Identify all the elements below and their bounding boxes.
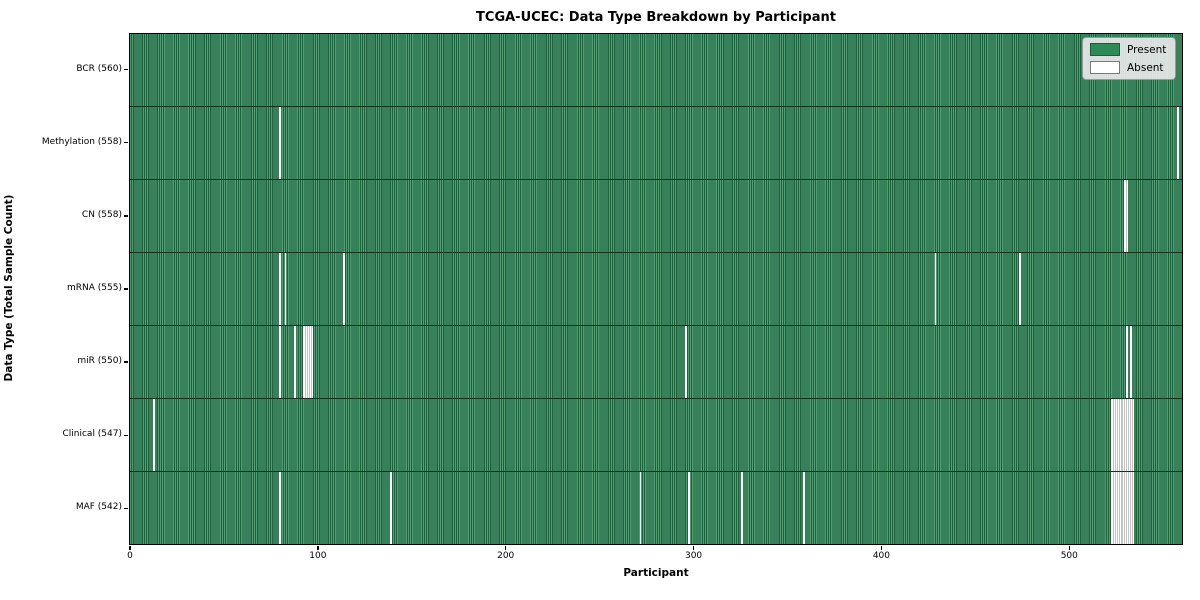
absent-mark	[1124, 399, 1127, 471]
absent-mark	[1128, 472, 1130, 544]
legend: Present Absent	[1082, 37, 1176, 80]
absent-mark	[308, 326, 311, 398]
absent-mark	[1120, 399, 1123, 471]
absent-mark	[1114, 399, 1117, 471]
legend-label-absent: Absent	[1127, 61, 1164, 74]
plot-area	[129, 33, 1183, 545]
absent-mark	[1118, 399, 1121, 471]
absent-mark	[1114, 472, 1117, 544]
y-tick-label: MAF (542)	[75, 502, 122, 513]
absent-mark	[1111, 472, 1113, 544]
absent-mark	[1129, 326, 1132, 398]
absent-mark	[284, 253, 287, 325]
absent-mark	[278, 253, 281, 325]
row-clinical	[130, 398, 1182, 471]
absent-mark	[1112, 472, 1115, 544]
present-swatch-icon	[1090, 43, 1120, 56]
absent-mark	[342, 253, 345, 325]
absent-mark	[1126, 326, 1129, 398]
absent-mark	[1118, 472, 1121, 544]
absent-mark	[153, 399, 155, 471]
absent-mark	[1019, 253, 1021, 325]
y-tick-mark	[124, 141, 128, 144]
y-axis-label: Data Type (Total Sample Count)	[3, 194, 15, 382]
absent-mark	[934, 253, 937, 325]
x-axis-label: Participant	[623, 567, 689, 579]
row-cn	[130, 179, 1182, 252]
row-mrna	[130, 252, 1182, 325]
absent-mark	[1120, 472, 1123, 544]
x-tick-label: 100	[309, 551, 327, 561]
x-tick-mark	[129, 546, 131, 550]
absent-mark	[1122, 472, 1125, 544]
absent-mark	[1122, 399, 1125, 471]
absent-mark	[741, 472, 743, 544]
x-tick-label: 300	[684, 551, 703, 561]
y-tick-label: mRNA (555)	[67, 283, 122, 293]
y-tick-mark	[124, 215, 128, 217]
absent-mark	[1128, 399, 1130, 471]
y-tick-mark	[124, 361, 128, 363]
absent-mark	[1124, 472, 1127, 544]
absent-mark	[1126, 472, 1129, 544]
absent-mark	[307, 326, 309, 398]
absent-mark	[1176, 107, 1179, 179]
row-methylation	[130, 106, 1182, 179]
absent-mark	[1112, 399, 1115, 471]
y-tick-label: Clinical (547)	[62, 429, 122, 440]
x-tick-label: 0	[127, 551, 133, 561]
absent-mark	[389, 472, 392, 544]
x-tick-label: 200	[497, 551, 515, 561]
y-tick-mark	[124, 507, 128, 510]
row-mir	[130, 325, 1182, 398]
absent-mark	[684, 326, 687, 398]
legend-item-present: Present	[1090, 43, 1167, 56]
y-tick-mark	[124, 434, 128, 437]
y-tick-mark	[124, 68, 128, 71]
absent-mark	[1129, 399, 1132, 471]
y-tick-mark	[124, 288, 128, 290]
absent-mark	[1129, 472, 1132, 544]
absent-mark	[1126, 399, 1129, 471]
x-tick-mark	[692, 546, 695, 550]
absent-mark	[278, 472, 281, 544]
absent-mark	[803, 472, 805, 544]
absent-mark	[1124, 180, 1127, 252]
x-tick-label: 400	[872, 551, 891, 561]
x-tick-mark	[880, 546, 883, 550]
absent-mark	[305, 326, 308, 398]
absent-mark	[293, 326, 296, 398]
legend-label-present: Present	[1127, 43, 1167, 56]
y-tick-label: BCR (560)	[76, 63, 122, 74]
absent-mark	[278, 326, 281, 398]
x-tick-label: 500	[1060, 551, 1078, 561]
row-bcr	[130, 34, 1182, 106]
y-tick-label: miR (550)	[77, 356, 122, 367]
absent-mark	[688, 472, 691, 544]
absent-mark	[1131, 472, 1134, 544]
absent-mark	[310, 326, 313, 398]
x-tick-mark	[1068, 546, 1071, 550]
absent-mark	[1126, 180, 1129, 252]
absent-mark	[1116, 399, 1119, 471]
y-tick-label: CN (558)	[81, 209, 122, 220]
absent-mark	[1111, 399, 1113, 471]
row-maf	[130, 471, 1182, 544]
absent-mark	[1131, 399, 1134, 471]
chart-title: TCGA-UCEC: Data Type Breakdown by Partic…	[476, 10, 836, 25]
y-tick-label: Methylation (558)	[41, 136, 122, 147]
absent-mark	[303, 326, 306, 398]
absent-mark	[278, 107, 281, 179]
absent-mark	[639, 472, 642, 544]
x-tick-mark	[317, 546, 319, 550]
absent-mark	[1116, 472, 1119, 544]
absent-swatch-icon	[1090, 61, 1120, 74]
legend-item-absent: Absent	[1090, 61, 1167, 74]
x-tick-mark	[504, 546, 507, 550]
